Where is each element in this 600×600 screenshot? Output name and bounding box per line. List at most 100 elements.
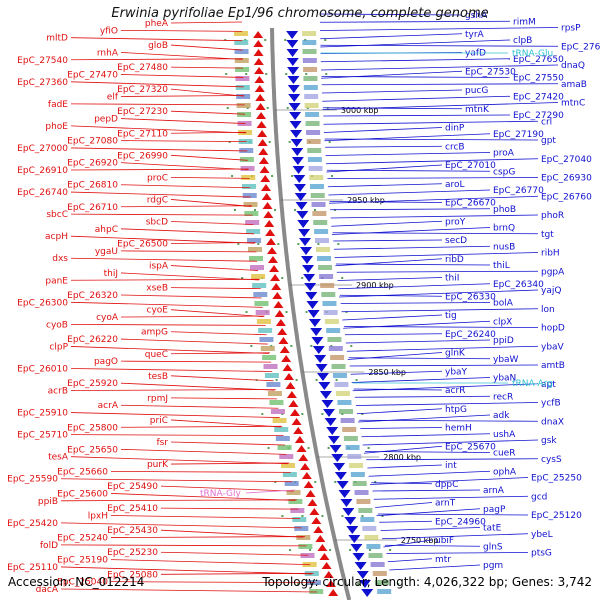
cog-block (245, 220, 260, 225)
left-gene-label: EpC_26300 (17, 298, 68, 308)
cog-block (234, 40, 249, 45)
reverse-gene-arrow (302, 265, 315, 273)
cog-block (332, 373, 347, 378)
left-gene-connector (110, 515, 300, 519)
cog-block (307, 148, 322, 153)
left-gene-label: mltD (46, 34, 68, 44)
right-gene-connector (387, 558, 433, 563)
forward-gene-arrow (298, 454, 309, 461)
reverse-gene-arrow (322, 409, 335, 417)
left-gene-connector (120, 95, 245, 97)
forward-gene-arrow (277, 328, 288, 335)
left-gene-label: EpC_26500 (117, 240, 168, 250)
cog-block (250, 265, 265, 270)
cog-block (340, 418, 355, 423)
right-gene-connector (366, 458, 539, 461)
reverse-gene-arrow (297, 220, 310, 228)
left-gene-connector (120, 140, 247, 143)
forward-gene-arrow (257, 130, 268, 137)
cog-block (298, 544, 313, 549)
right-gene-label: tgt (541, 230, 554, 240)
trna-label: tRNA-Arg (512, 379, 553, 389)
right-gene-label: mtr (435, 555, 451, 565)
left-gene-connector (170, 397, 278, 400)
left-gene-label: EpC_25590 (7, 475, 58, 485)
cog-block (269, 400, 284, 405)
right-gene-connector (321, 64, 559, 71)
left-gene-label: EpC_25410 (107, 504, 158, 514)
right-gene-connector (327, 177, 539, 179)
left-gene-connector (70, 456, 288, 465)
right-gene-connector (341, 308, 539, 313)
right-gene-label: htpG (445, 405, 467, 415)
forward-gene-arrow (328, 589, 339, 596)
forward-gene-arrow (263, 211, 274, 218)
cog-block (266, 382, 281, 387)
forward-gene-arrow (266, 238, 277, 245)
left-gene-connector (110, 493, 296, 501)
cog-block (234, 58, 249, 63)
reverse-gene-arrow (286, 49, 299, 57)
reverse-gene-arrow (291, 148, 304, 156)
right-gene-connector (325, 145, 443, 148)
forward-gene-arrow (307, 499, 318, 506)
right-gene-label: EpC_26240 (445, 330, 496, 340)
right-gene-label: gsk (541, 436, 557, 446)
reverse-gene-arrow (306, 301, 319, 309)
right-gene-connector (361, 433, 491, 438)
forward-gene-arrow (303, 481, 314, 488)
cog-block (235, 67, 250, 72)
cog-block (258, 328, 273, 333)
right-gene-connector (320, 33, 463, 40)
right-gene-label: dnaQ (561, 61, 585, 71)
right-gene-label: ycfB (541, 399, 561, 409)
cog-block (290, 508, 305, 513)
reverse-gene-arrow (293, 184, 306, 192)
reverse-gene-arrow (342, 508, 355, 516)
right-gene-label: EpC_25120 (531, 511, 582, 521)
right-gene-label: ophA (493, 467, 517, 477)
cog-block (331, 364, 346, 369)
forward-gene-arrow (255, 94, 266, 101)
right-gene-connector (340, 302, 491, 304)
right-gene-label: EpC_27010 (445, 161, 496, 171)
right-gene-label: ribD (445, 255, 464, 265)
forward-gene-arrow (258, 157, 269, 164)
right-gene-label: ushA (493, 430, 516, 440)
right-gene-connector (320, 44, 559, 47)
cog-block (316, 247, 331, 252)
left-gene-label: rnhA (97, 48, 119, 58)
cog-block (374, 580, 389, 585)
forward-gene-arrow (294, 436, 305, 443)
left-gene-connector (70, 213, 253, 216)
forward-gene-arrow (253, 31, 264, 38)
left-gene-label: EpC_25110 (7, 563, 58, 573)
left-gene-connector (170, 242, 256, 244)
left-gene-connector (170, 441, 286, 446)
left-gene-label: sbcD (146, 217, 168, 227)
reverse-gene-arrow (303, 274, 316, 282)
cog-block (279, 454, 294, 459)
right-gene-connector (335, 258, 443, 267)
forward-gene-arrow (315, 535, 326, 542)
right-gene-label: proA (493, 149, 515, 159)
right-gene-connector (324, 138, 539, 141)
right-gene-label: mtnC (561, 99, 585, 109)
cog-block (236, 94, 251, 99)
chromosome-backbone (270, 27, 352, 600)
left-gene-label: EpC_26710 (67, 203, 118, 213)
right-gene-label: pucG (465, 86, 488, 96)
right-gene-connector (324, 133, 491, 142)
forward-gene-arrow (289, 409, 300, 416)
right-gene-connector (323, 114, 511, 117)
right-gene-label: ybeL (531, 530, 553, 540)
left-gene-label: cyoB (46, 320, 68, 330)
left-gene-connector (170, 375, 274, 382)
cog-block (360, 517, 375, 522)
forward-gene-arrow (254, 67, 265, 74)
cog-block (309, 589, 324, 594)
cog-block (254, 301, 269, 306)
right-gene-label: rimM (513, 17, 536, 27)
cog-block (328, 346, 343, 351)
cog-block (304, 94, 319, 99)
